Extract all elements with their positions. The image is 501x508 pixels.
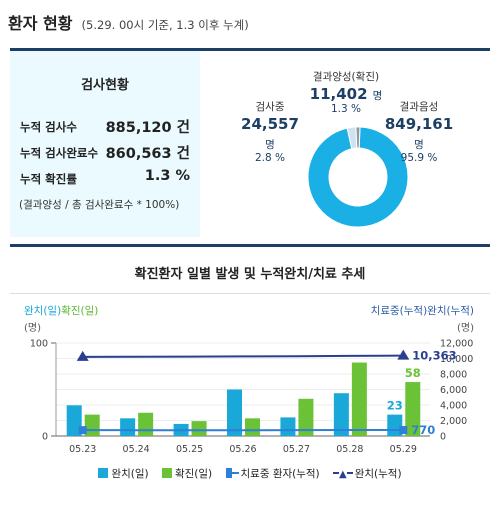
summary-row-label: 누적 검사수 <box>20 120 77 134</box>
right-axis-unit: (명) <box>456 323 474 334</box>
stat-negative-value: 849,161 <box>384 115 454 133</box>
line-in-treatment-marker <box>399 426 408 435</box>
summary-row-value: 860,563 건 <box>105 146 190 162</box>
trend-panel: 확진환자 일별 발생 및 누적완치/치료 추세 완치(일)확진(일) (명) 치… <box>10 244 490 507</box>
stat-testing: 검사중 24,557 명 2.8 % <box>234 99 306 164</box>
left-axis-tick: 0 <box>42 432 48 443</box>
line-recovered-cum <box>82 354 404 358</box>
right-axis-tick: 6,000 <box>440 385 467 396</box>
trend-chart: 0 2,000 4,000 6,000 8,000 10,000 12,000 0 100 05.… <box>30 339 473 456</box>
x-axis-tick: 05.24 <box>123 444 150 455</box>
right-axis-tick: 4,000 <box>440 401 467 412</box>
right-axis-tick: 10,000 <box>440 354 473 365</box>
summary-row-value: 885,120 건 <box>105 120 190 136</box>
summary-note: (결과양성 / 총 검사완료수 * 100%) <box>19 199 180 211</box>
stat-testing-unit: 명 <box>265 139 275 151</box>
right-axis-tick: 8,000 <box>440 370 467 381</box>
bar-confirmed-daily <box>138 412 154 436</box>
donut-slice-positive <box>355 126 361 149</box>
bar-confirmed-daily <box>405 382 421 436</box>
test-status-panel: 검사현황 누적 검사수 885,120 건 누적 검사완료수 860,563 건… <box>10 48 490 237</box>
right-axis-tick: 0 <box>440 432 446 443</box>
page-subtitle: (5.29. 00시 기준, 1.3 이후 누계) <box>81 18 249 32</box>
summary-row-label: 누적 검사완료수 <box>20 146 99 160</box>
legend-item-recovered-daily: 완치(일) <box>98 466 149 481</box>
legend-label: 확진(일) <box>174 468 213 480</box>
x-axis-tick: 05.27 <box>283 444 310 455</box>
legend-swatch <box>98 468 109 478</box>
bar-confirmed-daily <box>351 362 367 436</box>
summary-box: 검사현황 누적 검사수 885,120 건 누적 검사완료수 860,563 건… <box>10 51 200 237</box>
summary-row-value: 1.3 % <box>144 168 190 184</box>
x-axis-tick: 05.29 <box>390 444 417 455</box>
donut-slice-negative <box>307 126 409 228</box>
left-axis-label-recovered: 완치(일) <box>24 305 62 317</box>
right-axis-tick: 12,000 <box>440 339 473 350</box>
x-axis-tick: 05.28 <box>336 444 363 455</box>
chart-legend: 완치(일) 확진(일) 치료중 환자(누적) ▲ 완치(누적) <box>10 466 490 481</box>
stat-negative-unit: 명 <box>414 139 424 151</box>
legend-swatch <box>225 468 232 478</box>
bar-recovered-daily <box>333 393 349 436</box>
legend-label: 치료중 환자(누적) <box>240 468 320 480</box>
left-axis-tick: 100 <box>30 339 48 350</box>
line-recovered-cum-marker <box>397 349 410 360</box>
stat-testing-pct: 2.8 % <box>254 152 285 164</box>
data-label-recovered-daily: 23 <box>387 399 403 413</box>
bar-confirmed-daily <box>191 421 207 436</box>
stat-negative-pct: 95.9 % <box>400 152 438 164</box>
stat-positive-unit: 명 <box>372 90 383 102</box>
bar-confirmed-daily <box>298 398 314 436</box>
page-title: 환자 현황 <box>8 14 73 33</box>
x-axis-tick: 05.23 <box>69 444 96 455</box>
data-label-in-treatment: 770 <box>411 423 435 437</box>
right-axis-title: 치료중(누적)완치(누적) <box>370 305 474 317</box>
line-recovered-cum-marker <box>76 350 89 361</box>
page-header: 환자 현황 (5.29. 00시 기준, 1.3 이후 누계) <box>8 10 249 34</box>
bar-recovered-daily <box>227 389 242 436</box>
left-axis-unit: (명) <box>24 323 42 334</box>
stat-positive: 결과양성(확진) 11,402 명 1.3 % <box>306 69 386 115</box>
legend-label: 완치(일) <box>111 468 149 480</box>
stat-positive-pct: 1.3 % <box>330 103 361 115</box>
bar-confirmed-daily <box>245 418 260 436</box>
divider <box>10 293 490 294</box>
stat-testing-label: 검사중 <box>255 101 285 113</box>
donut-chart <box>307 126 409 228</box>
legend-item-in-treatment: 치료중 환자(누적) <box>225 466 320 481</box>
stat-negative-label: 결과음성 <box>399 101 439 113</box>
stat-negative: 결과음성 849,161 명 95.9 % <box>378 99 460 164</box>
right-axis-tick: 2,000 <box>440 416 467 427</box>
legend-swatch <box>161 468 172 478</box>
legend-item-recovered-cum: ▲ 완치(누적) <box>333 466 402 481</box>
x-axis-tick: 05.26 <box>229 444 256 455</box>
left-axis-label-confirmed: 확진(일) <box>61 305 99 317</box>
bar-confirmed-daily <box>84 414 100 436</box>
stat-positive-label: 결과양성(확진) <box>312 71 380 83</box>
stat-testing-value: 24,557 <box>241 115 299 133</box>
legend-label: 완치(누적) <box>354 468 402 480</box>
stat-positive-value: 11,402 <box>309 85 368 103</box>
trend-title: 확진환자 일별 발생 및 누적완치/치료 추세 <box>134 267 366 282</box>
bar-recovered-daily <box>66 405 82 436</box>
legend-item-confirmed-daily: 확진(일) <box>161 466 213 481</box>
line-in-treatment-marker <box>78 426 87 435</box>
x-axis-tick: 05.25 <box>176 444 203 455</box>
data-label-confirmed-daily: 58 <box>405 366 421 380</box>
bar-recovered-daily <box>120 418 136 436</box>
bar-recovered-daily <box>280 417 296 436</box>
left-axis-title: 완치(일)확진(일) <box>24 303 98 318</box>
summary-row-label: 누적 확진률 <box>20 172 77 186</box>
summary-title: 검사현황 <box>81 78 129 93</box>
data-label-recovered-cum: 10,363 <box>412 349 456 363</box>
